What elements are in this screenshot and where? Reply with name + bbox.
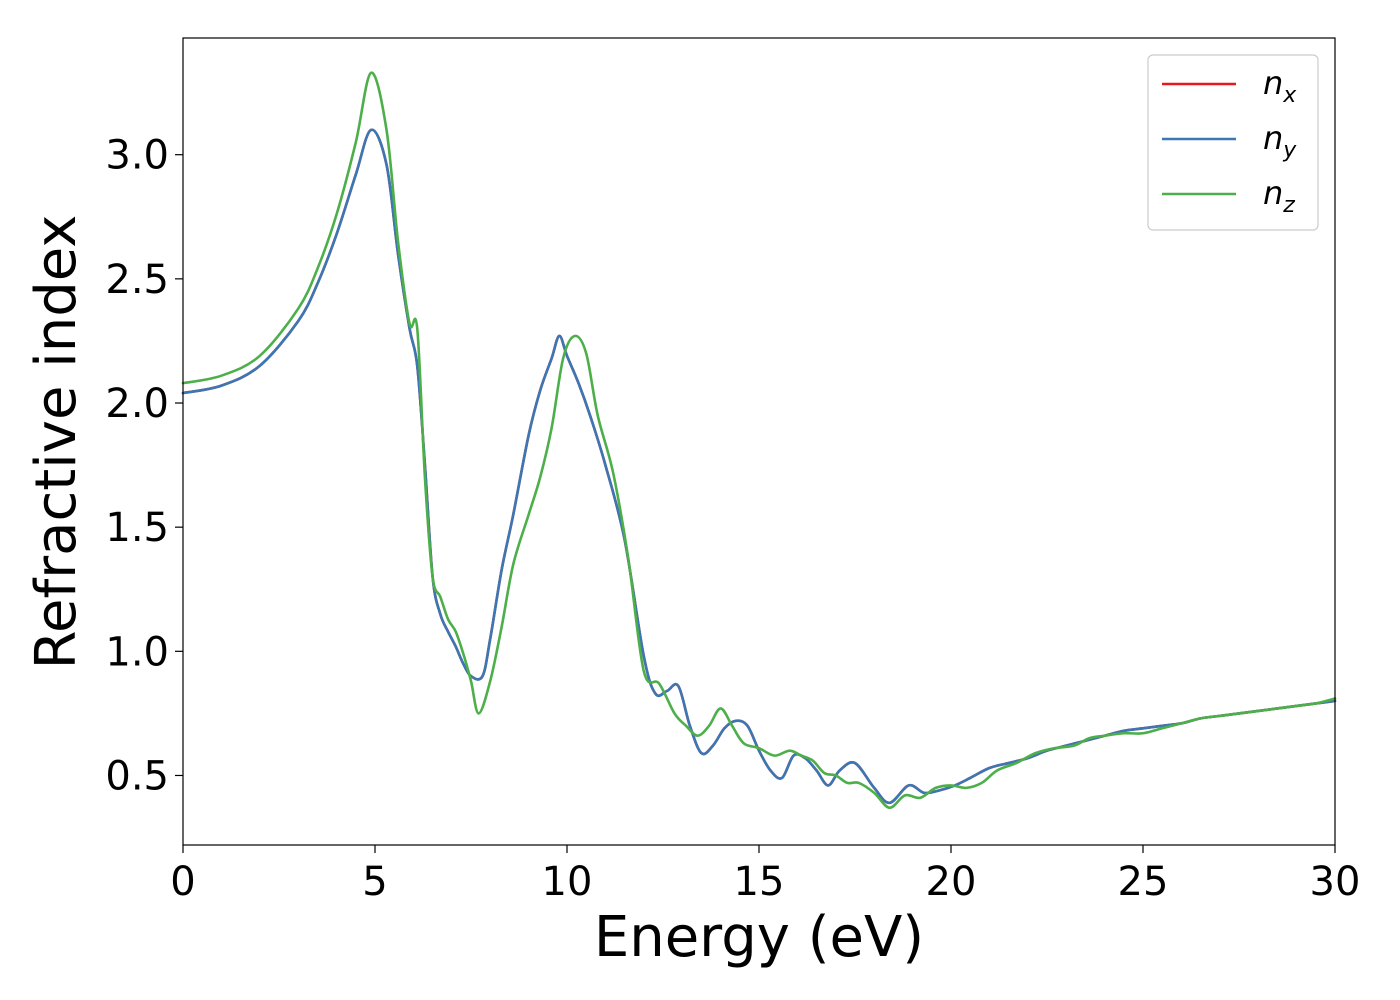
y-tick-label: 1.5 bbox=[105, 505, 169, 551]
y-tick-label: 2.0 bbox=[105, 381, 169, 427]
x-tick-label: 25 bbox=[1118, 859, 1169, 905]
legend-box bbox=[1147, 54, 1319, 231]
x-tick-label: 10 bbox=[542, 859, 593, 905]
y-tick-label: 3.0 bbox=[105, 133, 169, 179]
x-tick-label: 0 bbox=[170, 859, 195, 905]
x-tick-label: 15 bbox=[734, 859, 785, 905]
x-tick-label: 20 bbox=[926, 859, 977, 905]
x-tick-label: 5 bbox=[362, 859, 387, 905]
y-tick-label: 1.0 bbox=[105, 629, 169, 675]
y-tick-label: 0.5 bbox=[105, 753, 169, 799]
x-axis-ticks: 0 5 10 15 20 25 30 bbox=[170, 845, 1360, 905]
series-layer bbox=[181, 71, 1337, 810]
series-line-n-z bbox=[181, 71, 1337, 810]
y-axis-ticks: 0.5 1.0 1.5 2.0 2.5 3.0 bbox=[105, 133, 183, 799]
y-axis-title: Refractive index bbox=[24, 215, 89, 670]
x-axis-title: Energy (eV) bbox=[594, 905, 924, 970]
x-tick-label: 30 bbox=[1310, 859, 1361, 905]
y-tick-label: 2.5 bbox=[105, 257, 169, 303]
plot-area bbox=[183, 38, 1335, 845]
